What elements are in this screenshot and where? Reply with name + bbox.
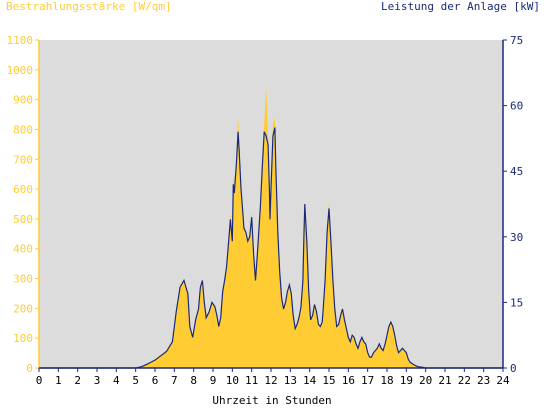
x-tick-label: 11 — [245, 374, 258, 387]
right-tick-label: 30 — [510, 231, 523, 244]
x-tick-label: 3 — [94, 374, 101, 387]
x-tick-label: 14 — [303, 374, 317, 387]
x-tick-label: 2 — [74, 374, 81, 387]
x-tick-label: 6 — [152, 374, 159, 387]
x-tick-label: 23 — [477, 374, 490, 387]
left-tick-label: 800 — [13, 123, 33, 136]
x-tick-label: 12 — [264, 374, 277, 387]
irradiance-area-series — [39, 87, 503, 368]
x-tick-label: 19 — [400, 374, 413, 387]
left-tick-label: 500 — [13, 213, 33, 226]
x-tick-label: 1 — [55, 374, 62, 387]
power-line-series — [39, 127, 503, 369]
left-tick-label: 200 — [13, 302, 33, 315]
x-tick-label: 4 — [113, 374, 120, 387]
left-tick-label: 700 — [13, 153, 33, 166]
x-tick-label: 24 — [496, 374, 510, 387]
right-axis-title: Leistung der Anlage [kW] — [381, 0, 540, 13]
left-tick-label: 900 — [13, 94, 33, 107]
x-tick-label: 5 — [132, 374, 139, 387]
x-tick-label: 0 — [36, 374, 43, 387]
left-tick-label: 1100 — [7, 34, 34, 47]
left-axis-title: Bestrahlungsstärke [W/qm] — [6, 0, 172, 13]
x-axis-label: Uhrzeit in Stunden — [212, 394, 332, 407]
left-tick-label: 400 — [13, 243, 33, 256]
x-tick-label: 9 — [210, 374, 217, 387]
x-tick-label: 18 — [380, 374, 393, 387]
right-tick-label: 15 — [510, 296, 523, 309]
right-tick-label: 45 — [510, 165, 523, 178]
x-tick-label: 13 — [284, 374, 297, 387]
right-tick-label: 60 — [510, 100, 523, 113]
x-tick-label: 17 — [361, 374, 374, 387]
x-tick-label: 7 — [171, 374, 178, 387]
left-tick-label: 100 — [13, 332, 33, 345]
x-tick-label: 10 — [226, 374, 239, 387]
left-tick-label: 1000 — [7, 64, 34, 77]
x-tick-label: 22 — [458, 374, 471, 387]
x-tick-label: 15 — [322, 374, 335, 387]
x-tick-label: 21 — [438, 374, 451, 387]
x-tick-label: 20 — [419, 374, 432, 387]
left-tick-label: 600 — [13, 183, 33, 196]
x-tick-label: 16 — [342, 374, 355, 387]
x-tick-label: 8 — [190, 374, 197, 387]
left-tick-label: 0 — [26, 362, 33, 375]
left-tick-label: 300 — [13, 273, 33, 286]
right-tick-label: 0 — [510, 362, 517, 375]
right-tick-label: 75 — [510, 34, 523, 47]
